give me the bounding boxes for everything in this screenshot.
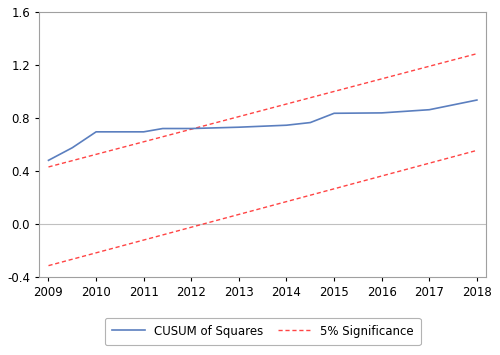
Legend: CUSUM of Squares, 5% Significance: CUSUM of Squares, 5% Significance [104, 318, 421, 345]
